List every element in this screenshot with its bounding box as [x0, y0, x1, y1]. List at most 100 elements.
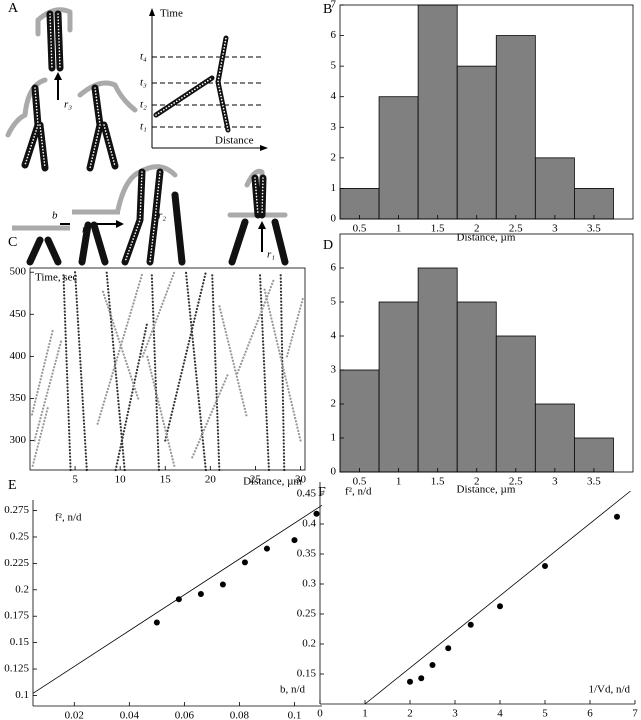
- track: [164, 271, 207, 442]
- trajectory-dots: [155, 37, 229, 131]
- point: [313, 510, 320, 517]
- x-tick-label: 20: [205, 474, 217, 486]
- y-tick-label: 6: [331, 29, 337, 41]
- track: [114, 321, 149, 472]
- track: [105, 271, 126, 472]
- y-tick-label: 0.2: [15, 583, 29, 595]
- y-tick-label: 5: [331, 296, 337, 308]
- axes-frame: [339, 4, 634, 220]
- x-tick-label: 0.1: [288, 710, 302, 720]
- membrane: [115, 164, 178, 213]
- x-axis-label: Distance, µm: [457, 232, 516, 244]
- y-axis-label: Time, sec: [35, 272, 77, 284]
- y-tick-label: 3: [331, 364, 337, 376]
- y-tick-label: 0: [331, 466, 337, 478]
- point: [263, 545, 270, 552]
- track: [184, 271, 207, 472]
- y-tick-label: 0.35: [297, 548, 317, 560]
- panel-label: C: [8, 235, 17, 250]
- track: [33, 338, 63, 442]
- axes-frame: [29, 267, 306, 471]
- diagram-a: A r₃ Time Distance t₁ t₂ t₃ t₄ b m: [5, 1, 289, 266]
- track: [263, 287, 302, 442]
- filament: [121, 168, 186, 266]
- y-tick-label: 500: [10, 266, 27, 278]
- x-tick-label: 10: [115, 474, 127, 486]
- x-tick-label: 0.08: [230, 710, 250, 720]
- x-tick-label: 7: [632, 708, 638, 720]
- x-tick-label: 3: [552, 223, 558, 235]
- bar: [495, 35, 536, 220]
- x-tick-label: 6: [587, 708, 593, 720]
- x-tick-label: 0.06: [175, 710, 195, 720]
- point: [445, 645, 452, 652]
- point: [542, 563, 548, 569]
- label: r₁: [267, 249, 275, 261]
- y-tick-label: 0.15: [10, 636, 30, 648]
- x-tick-label: 4: [497, 708, 503, 720]
- track: [62, 271, 72, 472]
- x-tick-label: 3.5: [587, 223, 601, 235]
- x-tick-label: 2: [474, 476, 480, 488]
- y-tick-label: 7: [331, 0, 337, 11]
- y-tick-label: 350: [10, 392, 27, 404]
- y-tick-label: 1: [331, 182, 337, 194]
- filament-dots: [24, 87, 116, 169]
- x-tick-label: 0: [317, 708, 323, 720]
- y-tick-label: 2: [331, 398, 337, 410]
- y-tick-label: 300: [10, 434, 27, 446]
- point: [497, 603, 503, 610]
- point: [467, 621, 474, 628]
- y-tick-label: 0.45: [297, 488, 317, 500]
- membrane: [35, 7, 73, 37]
- x-tick-label: 1: [396, 476, 402, 488]
- level-label: t₁: [140, 121, 147, 133]
- point: [241, 559, 248, 566]
- track: [146, 355, 176, 467]
- x-tick-label: 1: [362, 708, 368, 720]
- y-tick-label: 2: [331, 151, 337, 163]
- point: [219, 581, 226, 588]
- x-tick-label: 1.5: [431, 223, 445, 235]
- point: [614, 513, 620, 520]
- y-tick-label: 0.175: [4, 610, 29, 622]
- y-tick-label: 0.1: [15, 689, 29, 701]
- filament: [26, 221, 109, 266]
- level-label: t₂: [140, 99, 147, 111]
- y-tick-label: 0.125: [4, 663, 29, 675]
- y-tick-label: 3: [331, 121, 337, 133]
- y-tick-label: 0.4: [302, 518, 316, 530]
- bar: [456, 65, 497, 220]
- point: [153, 619, 160, 626]
- x-tick-label: 3.5: [587, 476, 601, 488]
- y-tick-label: 0.225: [4, 557, 29, 569]
- filament-dots: [49, 13, 61, 69]
- track: [279, 271, 286, 472]
- track: [285, 296, 305, 358]
- panel-label: A: [8, 1, 19, 16]
- y-tick-label: 0.25: [10, 531, 30, 543]
- arrowhead: [116, 220, 124, 228]
- x-tick-label: 2.5: [509, 476, 523, 488]
- x-tick-label: 2: [407, 708, 413, 720]
- y-tick-label: 5: [331, 60, 337, 72]
- y-axis-label: f², n/d: [55, 512, 82, 524]
- x-tick-label: 0.5: [353, 223, 367, 235]
- arrowhead: [54, 72, 62, 80]
- y-tick-label: 0.3: [302, 578, 316, 590]
- bar: [417, 4, 458, 220]
- y-tick-label: 4: [331, 330, 337, 342]
- x-tick-label: 25: [250, 474, 262, 486]
- x-tick-label: 1.5: [431, 476, 445, 488]
- x-tick-label: 0.04: [120, 710, 140, 720]
- x-tick-label: 30: [295, 474, 307, 486]
- track: [30, 330, 54, 417]
- point: [418, 675, 425, 682]
- bar: [378, 96, 419, 220]
- x-tick-label: 5: [72, 474, 78, 486]
- axis-label: Distance: [215, 135, 254, 147]
- y-axis-label: f², n/d: [345, 486, 372, 498]
- track: [218, 304, 248, 417]
- bar: [534, 403, 575, 473]
